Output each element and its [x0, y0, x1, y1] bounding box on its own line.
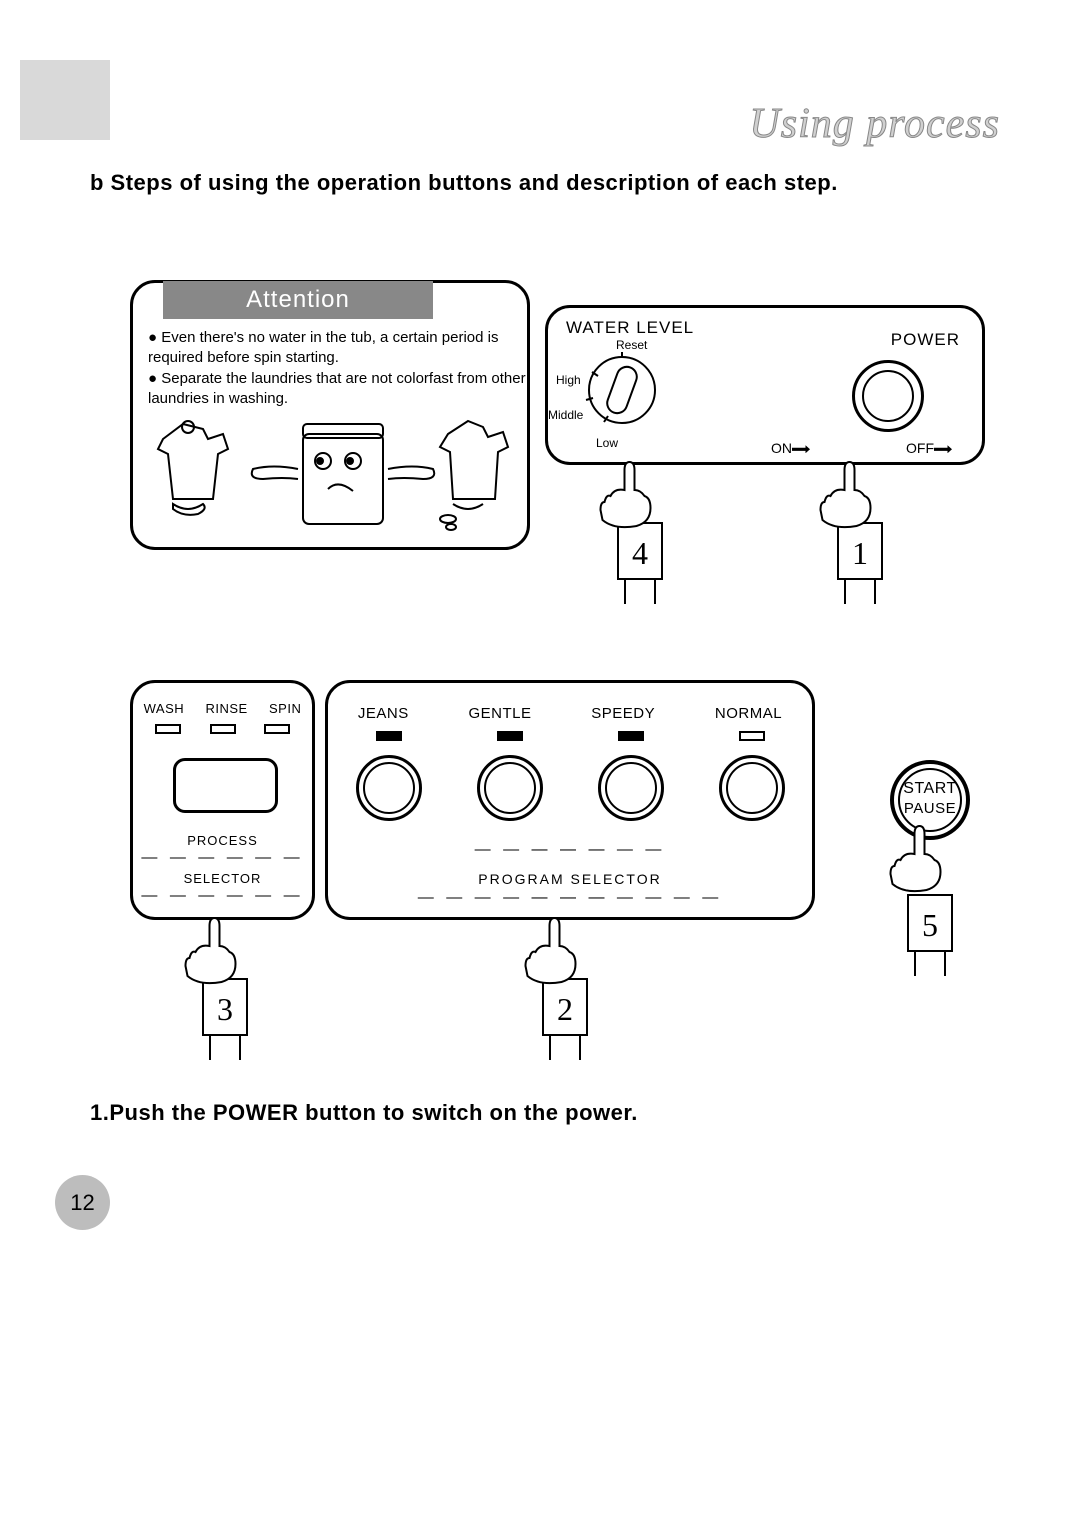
step-number-box: 5 — [907, 894, 953, 952]
water-level-title: WATER LEVEL — [566, 318, 694, 338]
dial-ticks — [582, 350, 662, 430]
hand-step-3: 3 — [185, 926, 265, 1036]
dash-row: — — — — — — — [133, 887, 312, 905]
dial-label-low: Low — [596, 436, 618, 450]
attention-bullet-2-text: Separate the laundries that are not colo… — [148, 370, 526, 407]
program-selector-label: PROGRAM SELECTOR — [328, 871, 812, 887]
stem — [844, 580, 846, 604]
pointing-hand-icon — [815, 460, 885, 530]
decorative-square — [20, 60, 110, 140]
process-labels-row: WASH RINSE SPIN — [133, 701, 312, 716]
dial-label-middle: Middle — [548, 408, 583, 422]
stem — [654, 580, 656, 604]
stem — [624, 580, 626, 604]
pause-label: PAUSE — [894, 800, 966, 817]
stem — [579, 1036, 581, 1060]
indicator-box — [210, 724, 236, 734]
program-labels-row: JEANS GENTLE SPEEDY NORMAL — [328, 705, 812, 722]
step-number-box: 2 — [542, 978, 588, 1036]
start-label: START — [894, 780, 966, 798]
proc-label-spin: SPIN — [269, 701, 301, 716]
stem — [239, 1036, 241, 1060]
page-title: Using process — [749, 100, 1000, 148]
hand-step-4: 4 — [600, 470, 680, 580]
dash-row: — — — — — — — — — — — — [328, 889, 812, 907]
program-selector-panel: JEANS GENTLE SPEEDY NORMAL — — — — — — —… — [325, 680, 815, 920]
attention-illustration — [153, 409, 513, 539]
step-number-box: 1 — [837, 522, 883, 580]
hand-step-2: 2 — [525, 926, 605, 1036]
program-button — [598, 755, 664, 821]
on-label-text: ON — [771, 440, 792, 456]
attention-header: Attention — [163, 281, 433, 319]
attention-bullet-2: ● Separate the laundries that are not co… — [148, 369, 527, 408]
prog-label-speedy: SPEEDY — [591, 705, 655, 722]
dash-row: — — — — — — — [133, 849, 312, 867]
off-arrow-icon — [934, 445, 952, 453]
program-button — [719, 755, 785, 821]
indicator-filled — [497, 731, 523, 741]
pointing-hand-icon — [885, 824, 955, 894]
program-button — [477, 755, 543, 821]
stem — [874, 580, 876, 604]
proc-label-wash: WASH — [144, 701, 185, 716]
prog-label-gentle: GENTLE — [469, 705, 532, 722]
dash-row: — — — — — — — — [437, 841, 703, 859]
hand-step-1: 1 — [820, 470, 900, 580]
off-label: OFF — [906, 440, 952, 456]
pointing-hand-icon — [520, 916, 590, 986]
water-level-power-panel: WATER LEVEL Reset High Middle Low POWER … — [545, 305, 985, 465]
indicator-filled — [376, 731, 402, 741]
pointing-hand-icon — [180, 916, 250, 986]
stem — [944, 952, 946, 976]
power-button-inner — [862, 370, 914, 422]
prog-label-normal: NORMAL — [715, 705, 782, 722]
proc-indicator-row — [133, 721, 312, 739]
on-arrow-icon — [792, 445, 810, 453]
selector-label: SELECTOR — [133, 871, 312, 886]
off-label-text: OFF — [906, 440, 934, 456]
on-label: ON — [771, 440, 810, 456]
prog-label-jeans: JEANS — [358, 705, 409, 722]
process-display — [173, 758, 278, 813]
attention-bullet-1-text: Even there's no water in the tub, a cert… — [148, 329, 498, 366]
manual-page: Using process b Steps of using the opera… — [0, 0, 1080, 1525]
attention-box: Attention ● Even there's no water in the… — [130, 280, 530, 550]
program-indicators-row — [328, 731, 812, 741]
stem — [549, 1036, 551, 1060]
program-button — [356, 755, 422, 821]
dial-label-high: High — [556, 373, 581, 387]
step-1-text: 1.Push the POWER button to switch on the… — [90, 1100, 638, 1126]
proc-label-rinse: RINSE — [205, 701, 247, 716]
process-label: PROCESS — [133, 833, 312, 848]
indicator-filled — [618, 731, 644, 741]
power-button — [852, 360, 924, 432]
stem — [209, 1036, 211, 1060]
stem — [914, 952, 916, 976]
page-number: 12 — [55, 1175, 110, 1230]
process-selector-panel: WASH RINSE SPIN PROCESS — — — — — — SELE… — [130, 680, 315, 920]
indicator-empty — [739, 731, 765, 741]
attention-bullets: ● Even there's no water in the tub, a ce… — [148, 328, 527, 410]
attention-bullet-1: ● Even there's no water in the tub, a ce… — [148, 328, 527, 367]
power-label: POWER — [891, 330, 960, 350]
section-b-heading: b Steps of using the operation buttons a… — [90, 170, 838, 196]
indicator-box — [155, 724, 181, 734]
indicator-box — [264, 724, 290, 734]
step-number-box: 4 — [617, 522, 663, 580]
program-buttons-row — [328, 755, 812, 821]
step-number-box: 3 — [202, 978, 248, 1036]
pointing-hand-icon — [595, 460, 665, 530]
hand-step-5: 5 — [890, 842, 970, 952]
